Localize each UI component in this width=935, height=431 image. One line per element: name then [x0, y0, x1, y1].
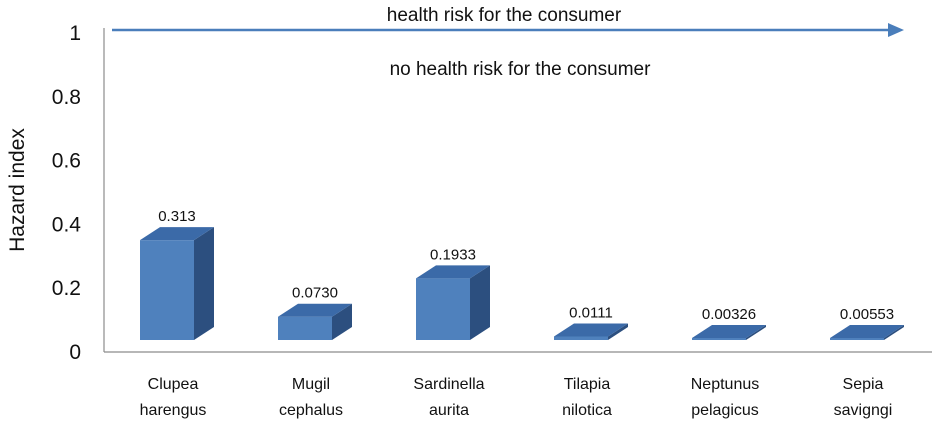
bar-side: [332, 303, 352, 340]
x-tick-label: Sepia: [843, 376, 884, 393]
data-label: 0.0730: [292, 285, 338, 302]
bar: [830, 338, 884, 340]
bars: 0.313 0.0730 0.1933 0.0111 0.00326 0.00553: [140, 208, 904, 340]
x-tick-label: Sardinella: [413, 376, 484, 393]
bar-side: [470, 265, 490, 340]
y-tick-labels: 0 0.2 0.4 0.6 0.8 1: [52, 22, 82, 364]
bar-side: [746, 325, 766, 340]
y-tick-label: 0: [69, 341, 81, 364]
risk-arrow: [112, 23, 904, 37]
data-label: 0.00553: [840, 306, 894, 323]
y-tick-label: 0.2: [52, 277, 81, 300]
y-axis-label: Hazard index: [6, 128, 29, 252]
bar-top: [554, 323, 628, 337]
data-label: 0.313: [158, 208, 196, 225]
bar: [692, 338, 746, 340]
x-tick-label: aurita: [429, 402, 469, 419]
bar-side: [608, 323, 628, 340]
x-tick-label: harengus: [140, 402, 207, 419]
category-labels: Clupea harengus Mugil cephalus Sardinella aur…: [140, 376, 893, 419]
bar: [278, 316, 332, 340]
y-tick-label: 1: [69, 22, 81, 45]
y-tick-label: 0.4: [52, 213, 82, 236]
bar-top: [830, 325, 904, 338]
bar-top: [140, 227, 214, 241]
y-tick-label: 0.8: [52, 86, 81, 109]
x-tick-label: cephalus: [279, 402, 343, 419]
x-tick-label: Tilapia: [564, 376, 611, 393]
data-label: 0.1933: [430, 246, 476, 263]
arrow-annotation: health risk for the consumer: [387, 5, 622, 26]
y-tick-label: 0.6: [52, 150, 81, 173]
data-label: 0.00326: [702, 306, 756, 323]
x-tick-label: pelagicus: [691, 402, 759, 419]
bar: [416, 278, 470, 340]
bar-top: [278, 303, 352, 317]
bar-top: [416, 265, 490, 279]
bar: [554, 336, 608, 340]
no-risk-annotation: no health risk for the consumer: [390, 59, 652, 80]
x-tick-label: Mugil: [292, 376, 330, 393]
x-tick-label: Neptunus: [691, 376, 760, 393]
x-tick-label: savigngi: [834, 402, 893, 419]
bar-side: [884, 325, 904, 340]
risk-arrowhead: [888, 23, 904, 37]
x-tick-label: nilotica: [562, 402, 612, 419]
bar: [140, 240, 194, 340]
bar-top: [692, 325, 766, 338]
x-tick-label: Clupea: [148, 376, 199, 393]
bar-side: [194, 227, 214, 340]
data-label: 0.0111: [569, 304, 613, 321]
